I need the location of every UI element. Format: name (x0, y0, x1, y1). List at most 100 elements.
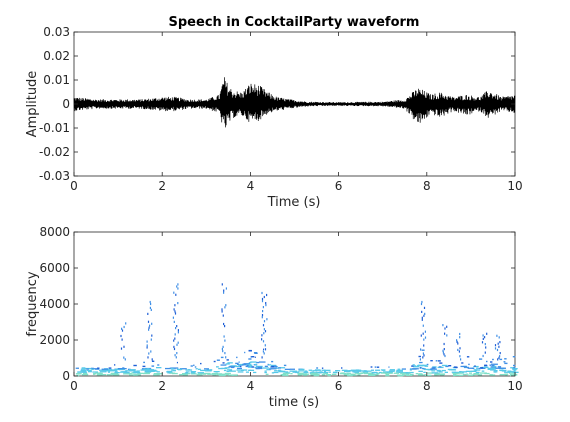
spectrogram-burst-cell (147, 320, 150, 323)
spectrogram-cell (504, 371, 511, 373)
spectrogram-cell (464, 366, 469, 369)
spectrogram-cell (413, 366, 420, 368)
spectrogram-cell (120, 371, 124, 373)
spectrogram-cell (264, 371, 267, 374)
spectrogram-burst-cell (177, 283, 179, 286)
spectrogram-cell (473, 373, 480, 375)
spectrogram-cell (256, 361, 260, 364)
spectrogram-burst-cell (443, 353, 445, 356)
spectrogram-cell (140, 369, 147, 371)
spectrogram-cell (216, 374, 219, 376)
spectrogram-cell (278, 367, 281, 369)
spectrogram-cell (218, 367, 223, 370)
spectrogram-burst-cell (123, 356, 125, 359)
spectrogram-cell (265, 373, 269, 375)
spectrogram-burst-cell (444, 332, 446, 335)
spectrogram-cell (153, 374, 157, 376)
spectrogram-y-ticks: 8000 6000 4000 2000 0 (39, 225, 515, 383)
spectrogram-burst-cell (151, 322, 153, 325)
spectrogram-cell (352, 371, 355, 373)
spectrogram-burst-cell (173, 347, 176, 351)
spectrogram-cell (305, 371, 309, 374)
spectrogram-cell (271, 360, 274, 363)
spectrogram-cell (133, 371, 141, 374)
spectrogram-cell (264, 370, 267, 372)
spectrogram-burst-cell (177, 329, 179, 332)
spectrogram-burst-cell (264, 348, 267, 351)
spectrogram-burst-cell (420, 302, 423, 306)
spectrogram-cell (185, 369, 193, 371)
spectrogram-cell (253, 371, 257, 374)
spectrogram-burst-cell (262, 324, 265, 327)
waveform-y-ticks: 0.03 0.02 0.01 0 -0.01 -0.02 -0.03 (39, 25, 515, 183)
spectrogram-cell (148, 370, 155, 372)
spectrogram-cell (193, 364, 195, 366)
spectrogram-cell (255, 367, 260, 370)
spectrogram-cell (324, 370, 327, 373)
waveform-series (73, 77, 516, 128)
spectrogram-cell (249, 365, 253, 367)
spectrogram-cell (136, 370, 140, 372)
spectrogram-burst-cell (484, 343, 486, 346)
spectrogram-cell (504, 358, 507, 360)
spectrogram-burst-cell (149, 306, 151, 309)
spectrogram-cell (289, 368, 295, 370)
spectrogram-burst-cell (221, 310, 223, 313)
spectrogram-cell (451, 371, 457, 373)
spectrogram-cell (269, 368, 272, 370)
spectrogram-burst-cell (174, 333, 176, 336)
spectrogram-burst-cell (423, 306, 426, 309)
spectrogram-cell (376, 372, 380, 375)
spectrogram-burst-cell (482, 337, 484, 340)
spectrogram-y-tick-label: 0 (62, 369, 70, 383)
spectrogram-cell (495, 367, 501, 369)
spectrogram-burst-cell (421, 300, 423, 304)
spectrogram-burst-cell (263, 320, 266, 323)
spectrogram-cell (94, 368, 100, 370)
spectrogram-cell (382, 369, 386, 371)
spectrogram-cell (270, 368, 277, 370)
spectrogram-cell (402, 373, 406, 375)
spectrogram-cell (235, 365, 242, 368)
spectrogram-cell (452, 372, 459, 374)
spectrogram-cell (453, 373, 457, 375)
waveform-y-tick-label: -0.01 (39, 121, 70, 135)
spectrogram-cell (254, 363, 258, 366)
spectrogram-cell (237, 371, 244, 373)
spectrogram-cell (409, 373, 414, 376)
spectrogram-burst-cell (423, 314, 425, 317)
spectrogram-burst-cell (423, 344, 425, 347)
spectrogram-cell (221, 367, 228, 370)
spectrogram-cell (112, 373, 119, 375)
spectrogram-cell (479, 358, 483, 360)
spectrogram-cell (204, 368, 209, 370)
spectrogram-cell (484, 364, 488, 366)
spectrogram-cell (509, 372, 516, 374)
spectrogram-cell (323, 369, 331, 371)
spectrogram-burst-cell (176, 343, 178, 346)
spectrogram-cell (491, 367, 497, 369)
spectrogram-cell (313, 374, 320, 377)
spectrogram-x-tick-label: 0 (70, 379, 78, 393)
spectrogram-cell (156, 371, 160, 373)
spectrogram-burst-cell (457, 348, 459, 351)
spectrogram-cell (219, 373, 226, 375)
spectrogram-cell (144, 369, 150, 371)
spectrogram-cell (283, 364, 287, 367)
spectrogram-burst-cell (224, 352, 226, 355)
spectrogram-burst-cell (444, 354, 446, 358)
spectrogram-cell (143, 368, 148, 370)
spectrogram-burst-cell (460, 358, 462, 361)
spectrogram-cell (77, 371, 81, 373)
spectrogram-cell (471, 367, 475, 369)
spectrogram-cell (247, 366, 253, 368)
spectrogram-cell (432, 366, 436, 369)
spectrogram-burst-cell (176, 325, 178, 328)
spectrogram-cell (76, 374, 80, 377)
spectrogram-cell (106, 374, 113, 376)
spectrogram-burst-cell (146, 340, 148, 343)
spectrogram-axes: 0 2 4 6 8 10 8000 6000 4000 2000 0 time (s) frequ… (25, 225, 523, 410)
spectrogram-cell (503, 361, 506, 363)
spectrogram-cell (267, 364, 272, 366)
spectrogram-burst-cell (225, 356, 227, 359)
